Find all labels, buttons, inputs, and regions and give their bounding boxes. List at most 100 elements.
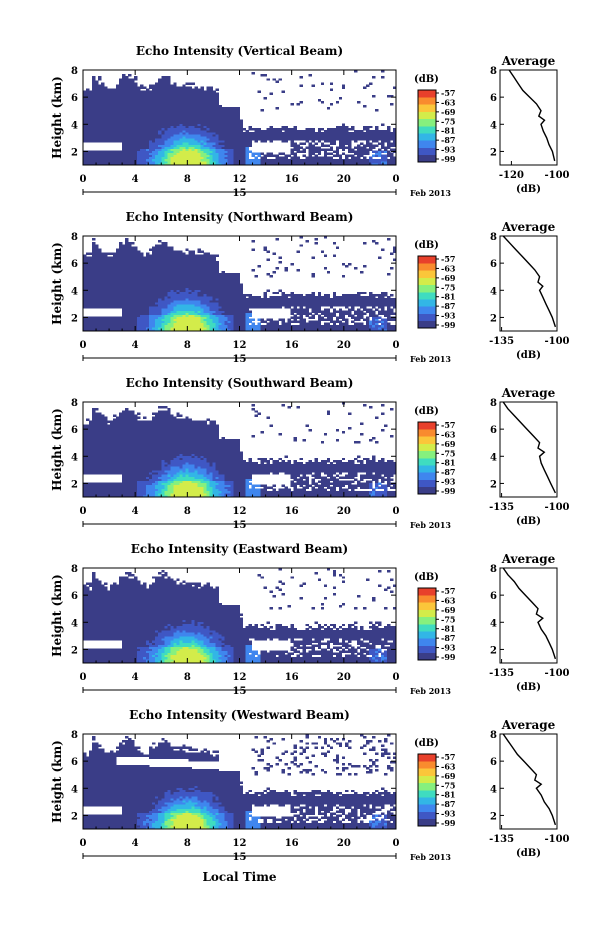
heatmap-cell bbox=[305, 131, 310, 135]
heatmap-cell bbox=[98, 107, 102, 110]
heatmap-cell bbox=[119, 328, 123, 332]
heatmap-cell bbox=[113, 279, 117, 282]
heatmap-cell bbox=[272, 131, 277, 135]
heatmap-cell bbox=[158, 86, 162, 89]
heatmap-cell bbox=[155, 109, 159, 112]
heatmap-cell bbox=[383, 136, 388, 139]
heatmap-cell bbox=[149, 308, 153, 311]
heatmap-cell bbox=[188, 127, 192, 131]
heatmap-cell bbox=[161, 103, 165, 106]
heatmap-cell bbox=[212, 113, 216, 116]
heatmap-cell bbox=[311, 129, 316, 133]
heatmap-cell bbox=[176, 119, 180, 123]
heatmap-cell bbox=[281, 138, 286, 141]
heatmap-cell bbox=[188, 160, 192, 164]
heatmap-cell bbox=[137, 136, 141, 139]
heatmap-cell bbox=[194, 117, 198, 120]
heatmap-cell bbox=[335, 154, 340, 158]
heatmap-cell bbox=[164, 154, 168, 158]
heatmap-cell bbox=[125, 86, 129, 89]
heatmap-cell bbox=[290, 160, 295, 164]
heatmap-cell bbox=[257, 264, 261, 268]
heatmap-cell bbox=[188, 92, 192, 96]
heatmap-cell bbox=[134, 322, 138, 326]
heatmap-cell bbox=[146, 285, 150, 289]
heatmap-cell bbox=[146, 258, 150, 262]
heatmap-cell bbox=[230, 138, 234, 141]
heatmap-cell bbox=[122, 295, 126, 299]
heatmap-cell bbox=[128, 248, 132, 251]
heatmap-cell bbox=[236, 152, 240, 156]
heatmap-cell bbox=[206, 131, 210, 135]
heatmap-cell bbox=[101, 131, 105, 135]
heatmap-cell bbox=[110, 322, 114, 326]
heatmap-cell bbox=[164, 117, 168, 120]
heatmap-cell bbox=[164, 156, 168, 160]
heatmap-cell bbox=[119, 277, 123, 280]
heatmap-cell bbox=[320, 82, 325, 85]
heatmap-cell bbox=[125, 154, 129, 158]
heatmap-cell bbox=[128, 136, 132, 139]
heatmap-cell bbox=[122, 260, 126, 264]
heatmap-cell bbox=[125, 142, 129, 145]
heatmap-cell bbox=[374, 150, 379, 154]
heatmap-cell bbox=[161, 328, 165, 332]
heatmap-cell bbox=[140, 96, 144, 100]
heatmap-cell bbox=[107, 129, 111, 133]
x-tick-label: 12 bbox=[233, 174, 247, 185]
heatmap-cell bbox=[140, 90, 144, 94]
heatmap-cell bbox=[152, 300, 156, 303]
heatmap-cell bbox=[137, 125, 141, 129]
heatmap-cell bbox=[92, 127, 96, 131]
heatmap-cell bbox=[254, 127, 258, 131]
heatmap-cell bbox=[272, 291, 277, 295]
y-tick-label: 4 bbox=[71, 120, 78, 131]
heatmap-cell bbox=[176, 100, 180, 104]
heatmap-cell bbox=[128, 109, 132, 112]
heatmap-cell bbox=[140, 127, 144, 131]
heatmap-cell bbox=[194, 142, 198, 145]
heatmap-cell bbox=[182, 119, 186, 123]
heatmap-cell bbox=[92, 78, 96, 81]
heatmap-cell bbox=[200, 98, 204, 102]
heatmap-cell bbox=[308, 74, 313, 77]
heatmap-cell bbox=[83, 287, 87, 291]
heatmap-cell bbox=[248, 125, 252, 129]
heatmap-cell bbox=[200, 156, 204, 160]
heatmap-cell bbox=[107, 262, 111, 266]
heatmap-cell bbox=[329, 158, 334, 162]
heatmap-cell bbox=[119, 262, 123, 266]
heatmap-cell bbox=[95, 277, 99, 280]
heatmap-cell bbox=[104, 160, 108, 164]
heatmap-cell bbox=[134, 111, 138, 114]
heatmap-cell bbox=[128, 285, 132, 289]
heatmap-cell bbox=[107, 88, 111, 92]
heatmap-cell bbox=[371, 146, 376, 149]
heatmap-cell bbox=[170, 86, 174, 89]
heatmap-cell bbox=[149, 90, 153, 94]
heatmap-cell bbox=[92, 306, 96, 309]
heatmap-cell bbox=[185, 82, 189, 85]
heatmap-cell bbox=[380, 144, 385, 147]
heatmap-cell bbox=[92, 302, 96, 305]
heatmap-cell bbox=[101, 105, 105, 108]
heatmap-cell bbox=[83, 277, 87, 280]
heatmap-cell bbox=[152, 150, 156, 154]
heatmap-cell bbox=[83, 100, 87, 104]
heatmap-cell bbox=[116, 316, 120, 320]
heatmap-cell bbox=[95, 123, 99, 127]
heatmap-cell bbox=[287, 131, 292, 135]
heatmap-cell bbox=[98, 254, 102, 258]
heatmap-cell bbox=[386, 140, 391, 143]
heatmap-cell bbox=[152, 271, 156, 274]
heatmap-cell bbox=[140, 289, 144, 293]
heatmap-cell bbox=[149, 86, 153, 89]
heatmap-cell bbox=[269, 154, 274, 158]
heatmap-cell bbox=[254, 162, 258, 166]
heatmap-cell bbox=[164, 80, 168, 83]
heatmap-cell bbox=[125, 105, 129, 108]
heatmap-cell bbox=[107, 304, 111, 307]
heatmap-cell bbox=[149, 105, 153, 108]
heatmap-cell bbox=[275, 160, 280, 164]
heatmap-cell bbox=[209, 121, 213, 125]
